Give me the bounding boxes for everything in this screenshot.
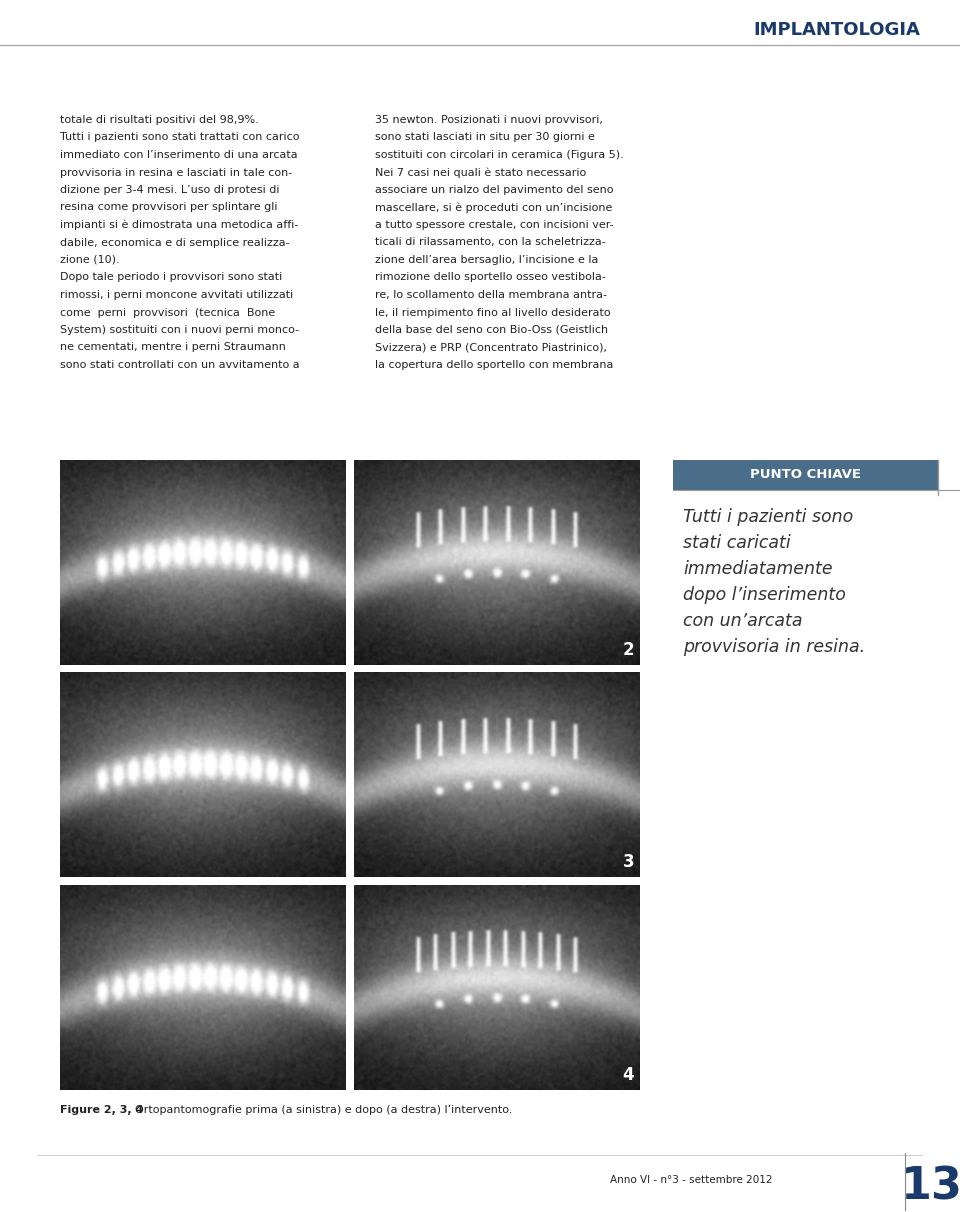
- Text: dabile, economica e di semplice realizza-: dabile, economica e di semplice realizza…: [60, 238, 290, 247]
- Text: a tutto spessore crestale, con incisioni ver-: a tutto spessore crestale, con incisioni…: [375, 221, 613, 230]
- Text: 13: 13: [901, 1165, 960, 1208]
- Text: Figure 2, 3, 4: Figure 2, 3, 4: [60, 1105, 143, 1115]
- Text: ne cementati, mentre i perni Straumann: ne cementati, mentre i perni Straumann: [60, 343, 286, 353]
- Bar: [354, 461, 640, 664]
- Text: ticali di rilassamento, con la scheletrizza-: ticali di rilassamento, con la scheletri…: [375, 238, 606, 247]
- Text: con un’arcata: con un’arcata: [683, 612, 803, 630]
- Bar: [60, 673, 346, 877]
- Text: totale di risultati positivi del 98,9%.: totale di risultati positivi del 98,9%.: [60, 115, 259, 125]
- Text: immediatamente: immediatamente: [683, 560, 832, 578]
- Text: 3: 3: [622, 853, 634, 871]
- Bar: [60, 461, 346, 664]
- Text: associare un rialzo del pavimento del seno: associare un rialzo del pavimento del se…: [375, 185, 613, 195]
- Text: System) sostituiti con i nuovi perni monco-: System) sostituiti con i nuovi perni mon…: [60, 325, 300, 335]
- Text: sono stati lasciati in situ per 30 giorni e: sono stati lasciati in situ per 30 giorn…: [375, 132, 595, 143]
- Text: Dopo tale periodo i provvisori sono stati: Dopo tale periodo i provvisori sono stat…: [60, 273, 282, 282]
- Text: sono stati controllati con un avvitamento a: sono stati controllati con un avvitament…: [60, 360, 300, 370]
- Text: mascellare, si è proceduti con un’incisione: mascellare, si è proceduti con un’incisi…: [375, 202, 612, 213]
- Bar: [60, 885, 346, 1090]
- Bar: [673, 461, 938, 490]
- Text: re, lo scollamento della membrana antra-: re, lo scollamento della membrana antra-: [375, 290, 607, 301]
- Text: Anno VI - n°3 - settembre 2012: Anno VI - n°3 - settembre 2012: [610, 1174, 773, 1185]
- Text: rimossi, i perni moncone avvitati utilizzati: rimossi, i perni moncone avvitati utiliz…: [60, 290, 293, 301]
- Text: Ortopantomografie prima (a sinistra) e dopo (a destra) l’intervento.: Ortopantomografie prima (a sinistra) e d…: [128, 1105, 513, 1115]
- Text: della base del seno con Bio-Oss (Geistlich: della base del seno con Bio-Oss (Geistli…: [375, 325, 608, 335]
- Text: provvisoria in resina e lasciati in tale con-: provvisoria in resina e lasciati in tale…: [60, 167, 292, 177]
- Text: zione dell’area bersaglio, l’incisione e la: zione dell’area bersaglio, l’incisione e…: [375, 255, 598, 265]
- Text: zione (10).: zione (10).: [60, 255, 120, 265]
- Text: immediato con l’inserimento di una arcata: immediato con l’inserimento di una arcat…: [60, 150, 298, 160]
- Bar: [354, 885, 640, 1090]
- Text: Svizzera) e PRP (Concentrato Piastrinico),: Svizzera) e PRP (Concentrato Piastrinico…: [375, 343, 607, 353]
- Text: IMPLANTOLOGIA: IMPLANTOLOGIA: [754, 21, 920, 39]
- Text: le, il riempimento fino al livello desiderato: le, il riempimento fino al livello desid…: [375, 308, 611, 318]
- Text: provvisoria in resina.: provvisoria in resina.: [683, 638, 865, 656]
- Text: Tutti i pazienti sono: Tutti i pazienti sono: [683, 508, 853, 526]
- Text: come  perni  provvisori  (tecnica  Bone: come perni provvisori (tecnica Bone: [60, 308, 276, 318]
- Text: dopo l’inserimento: dopo l’inserimento: [683, 585, 846, 604]
- Text: Nei 7 casi nei quali è stato necessario: Nei 7 casi nei quali è stato necessario: [375, 167, 587, 178]
- Text: rimozione dello sportello osseo vestibola-: rimozione dello sportello osseo vestibol…: [375, 273, 606, 282]
- Text: Tutti i pazienti sono stati trattati con carico: Tutti i pazienti sono stati trattati con…: [60, 132, 300, 143]
- Text: sostituiti con circolari in ceramica (Figura 5).: sostituiti con circolari in ceramica (Fi…: [375, 150, 624, 160]
- Text: impianti si è dimostrata una metodica affi-: impianti si è dimostrata una metodica af…: [60, 221, 299, 230]
- Text: la copertura dello sportello con membrana: la copertura dello sportello con membran…: [375, 360, 613, 370]
- Text: 35 newton. Posizionati i nuovi provvisori,: 35 newton. Posizionati i nuovi provvisor…: [375, 115, 603, 125]
- Text: dizione per 3-4 mesi. L’uso di protesi di: dizione per 3-4 mesi. L’uso di protesi d…: [60, 185, 279, 195]
- Text: stati caricati: stati caricati: [683, 534, 791, 551]
- Text: resina come provvisori per splintare gli: resina come provvisori per splintare gli: [60, 202, 277, 212]
- Text: 2: 2: [622, 641, 634, 658]
- Text: PUNTO CHIAVE: PUNTO CHIAVE: [750, 469, 861, 481]
- Bar: [354, 673, 640, 877]
- Text: 4: 4: [622, 1067, 634, 1084]
